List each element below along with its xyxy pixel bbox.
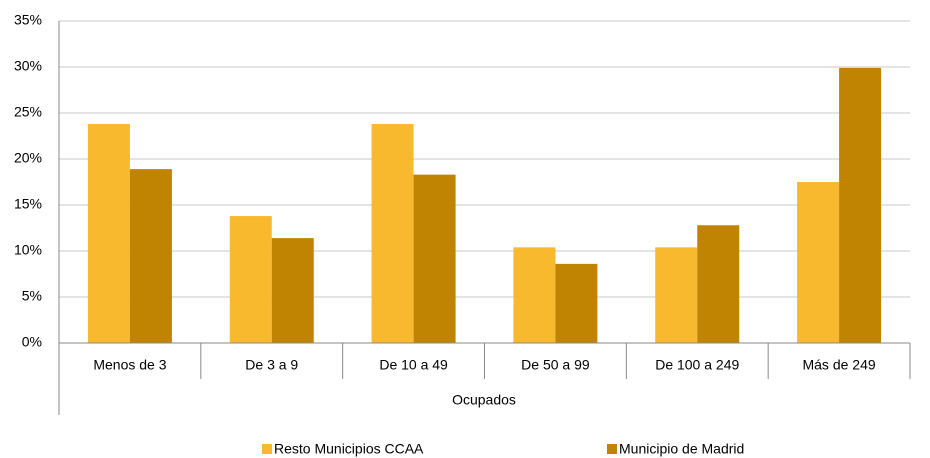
- legend-label: Municipio de Madrid: [619, 441, 744, 457]
- y-tick-label: 35%: [14, 12, 42, 28]
- x-tick-label: Más de 249: [802, 357, 875, 373]
- y-tick-label: 5%: [22, 288, 42, 304]
- bar: [413, 174, 456, 343]
- bar: [271, 238, 314, 343]
- bar: [129, 169, 172, 343]
- bar: [229, 216, 272, 343]
- bar: [371, 124, 414, 343]
- x-tick-label: De 100 a 249: [655, 357, 739, 373]
- x-tick-label: De 10 a 49: [379, 357, 448, 373]
- bar: [697, 225, 740, 343]
- y-tick-label: 0%: [22, 334, 42, 350]
- legend-swatch: [262, 444, 272, 454]
- y-tick-label: 15%: [14, 196, 42, 212]
- bar: [797, 182, 840, 343]
- bar: [555, 263, 598, 343]
- y-tick-label: 25%: [14, 104, 42, 120]
- y-tick-label: 30%: [14, 58, 42, 74]
- y-tick-label: 10%: [14, 242, 42, 258]
- x-tick-label: Menos de 3: [93, 357, 166, 373]
- x-tick-label: De 50 a 99: [521, 357, 590, 373]
- bar: [513, 247, 556, 343]
- legend-label: Resto Municipios CCAA: [274, 441, 424, 457]
- x-axis-label: Ocupados: [452, 392, 516, 408]
- x-tick-label: De 3 a 9: [245, 357, 298, 373]
- y-tick-label: 20%: [14, 150, 42, 166]
- bar: [839, 67, 882, 344]
- legend-swatch: [607, 444, 617, 454]
- bar: [655, 247, 698, 343]
- bar: [87, 124, 130, 343]
